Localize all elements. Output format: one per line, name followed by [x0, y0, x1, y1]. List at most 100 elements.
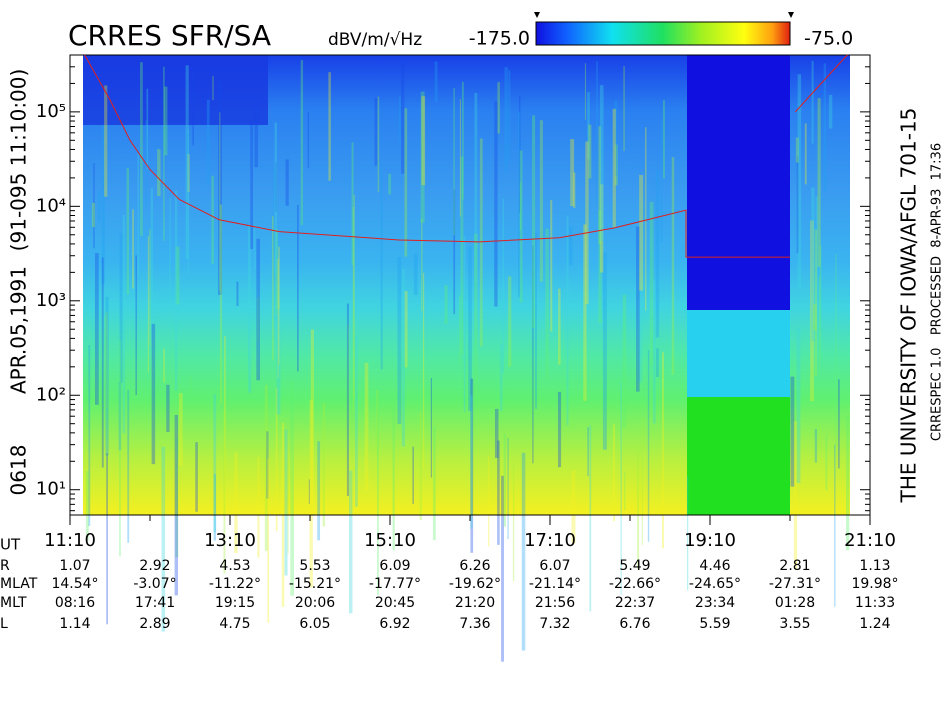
ephemeris-value: 5.53 — [299, 558, 330, 574]
spectrogram-streak — [660, 120, 663, 243]
x-tick-label: 19:10 — [684, 530, 736, 551]
spectrogram-streak — [105, 312, 108, 408]
spectrogram-streak — [297, 204, 299, 372]
spectrogram-streak — [163, 348, 165, 383]
ephemeris-value: 11:33 — [855, 595, 895, 611]
spectrogram-streak — [206, 99, 210, 186]
spectrogram-streak — [795, 137, 800, 163]
spectrogram-streak — [459, 99, 461, 217]
spectrogram-streak — [377, 393, 379, 596]
spectrogram-streak — [838, 379, 840, 469]
spectrogram-streak — [571, 470, 576, 544]
spectrogram-streak — [587, 92, 590, 160]
spectrogram-streak — [797, 74, 802, 290]
spectrogram-streak — [815, 196, 818, 316]
x-axis-label: UT — [0, 536, 21, 554]
spectrogram-streak — [104, 85, 108, 197]
spectrogram-streak — [558, 288, 561, 365]
spectrogram-streak — [828, 94, 833, 129]
spectrogram-streak — [94, 253, 99, 405]
spectrogram-streak — [834, 444, 836, 607]
side-label: CRRESPEC 1.0 PROCESSED 8-APR-93 17:36 — [930, 143, 945, 441]
spectrogram-streak — [596, 61, 598, 206]
spectrogram-streak — [101, 124, 105, 285]
spectrogram-streak — [501, 475, 504, 662]
y-tick-label: 10⁵ — [36, 101, 66, 122]
spectrogram-streak — [823, 63, 826, 192]
spectrogram-streak — [570, 139, 575, 207]
spectrogram-streak — [623, 66, 625, 152]
spectrogram-streak — [813, 304, 817, 331]
spectrogram-streak — [460, 156, 464, 354]
spectrogram-streak — [671, 157, 675, 375]
spectrogram-streak — [614, 101, 618, 177]
ephemeris-value: 4.46 — [699, 558, 730, 574]
spectrogram-streak — [649, 201, 654, 366]
spectrogram-streak — [308, 479, 310, 505]
ephemeris-value: -22.66° — [609, 576, 661, 592]
spectrogram-streak — [589, 425, 592, 612]
spectrogram-streak — [434, 61, 438, 102]
ephemeris-row-label: MLT — [0, 595, 27, 611]
y-tick-label: 10⁴ — [36, 195, 66, 216]
spectrogram-streak — [814, 229, 818, 377]
spectrogram-streak — [300, 60, 304, 225]
spectrogram-streak — [686, 476, 689, 591]
spectrogram-streak — [588, 124, 592, 179]
spectrogram-streak — [422, 272, 425, 469]
spectrogram-streak — [322, 403, 325, 527]
ephemeris-value: 01:28 — [775, 595, 815, 611]
chart-title: CRRES SFR/SA — [68, 19, 271, 52]
spectrogram-streak — [614, 144, 618, 186]
spectrogram-streak — [817, 98, 821, 267]
spectrogram-streak — [254, 102, 259, 168]
ephemeris-value: 6.09 — [379, 558, 410, 574]
spectrogram-streak — [508, 70, 511, 162]
spectrogram-streak — [811, 60, 814, 144]
spectrogram-streak — [175, 437, 179, 558]
spectrogram-streak — [119, 233, 123, 383]
ephemeris-value: 5.59 — [699, 616, 730, 632]
spectrogram-streak — [507, 438, 509, 540]
ephemeris-value: -24.65° — [689, 576, 741, 592]
spectrogram-streak — [145, 120, 148, 207]
ephemeris-value: 5.49 — [619, 558, 650, 574]
spectrogram-streak — [122, 214, 126, 434]
y-tick-label: 10³ — [36, 290, 66, 311]
colorbar — [535, 21, 791, 46]
spectrogram-streak — [380, 164, 383, 370]
spectrogram-streak — [119, 340, 121, 557]
spectrogram-streak — [254, 223, 256, 270]
colorbar-tick-label: -75.0 — [804, 28, 853, 50]
ephemeris-value: -21.14° — [529, 576, 581, 592]
spectrogram-streak — [276, 308, 281, 415]
side-label: (91-095 11:10:00) — [7, 69, 31, 252]
spectrogram-streak — [598, 126, 602, 244]
spectrogram-streak — [835, 254, 837, 446]
spectrogram-streak — [223, 412, 226, 574]
ephemeris-value: 17:41 — [135, 595, 175, 611]
spectrogram — [83, 55, 850, 662]
spectrogram-streak — [599, 184, 604, 273]
spectrogram-streak — [250, 121, 253, 250]
spectrogram-streak — [568, 226, 573, 266]
spectrogram-streak — [661, 352, 664, 549]
spectrogram-streak — [818, 276, 821, 374]
spectrogram-streak — [444, 284, 448, 325]
spectrogram-streak — [267, 458, 270, 623]
spectrogram-gap — [687, 55, 790, 310]
ephemeris-value: -3.07° — [133, 576, 176, 592]
spectrogram-streak — [290, 381, 294, 596]
spectrogram-streak — [470, 395, 473, 529]
spectrogram-streak — [404, 291, 408, 368]
spectrogram-streak — [512, 464, 515, 582]
ephemeris-value: 08:16 — [55, 595, 95, 611]
spectrogram-streak — [309, 400, 313, 588]
x-tick-label: 15:10 — [364, 530, 416, 551]
spectrogram-streak — [550, 200, 553, 332]
spectrogram-streak — [636, 226, 640, 392]
spectrogram-streak — [825, 435, 828, 491]
spectrogram-streak — [157, 149, 161, 196]
spectrogram-streak — [163, 66, 165, 241]
y-tick-label: 10² — [36, 384, 66, 405]
